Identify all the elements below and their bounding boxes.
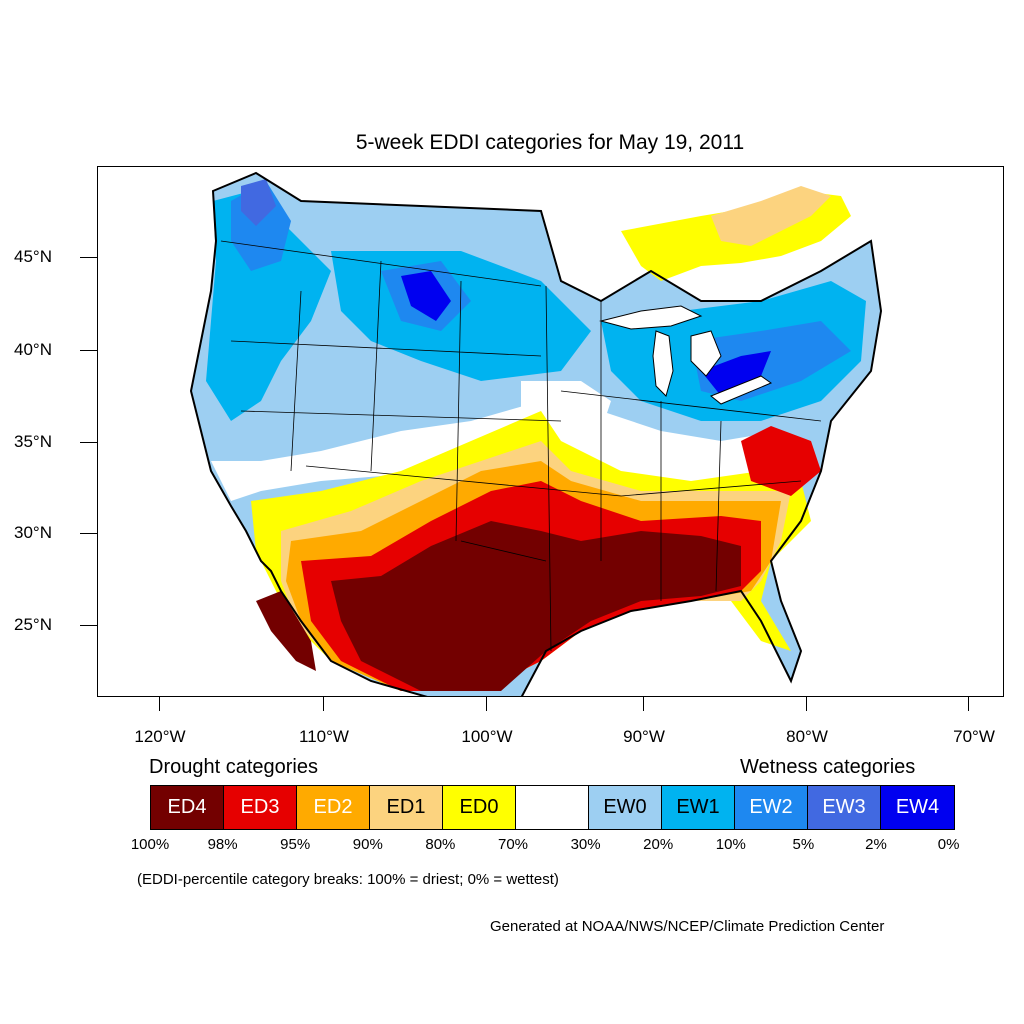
ed4-baja [256,591,316,671]
lake-michigan [652,330,674,397]
percentile-label: 90% [352,836,383,853]
lon-tick [486,697,487,711]
wetness-heading: Wetness categories [740,756,916,778]
legend-box-ew1: EW1 [662,786,735,829]
legend-box-ed1: ED1 [370,786,443,829]
lon-label-70: 70°W [953,727,995,746]
legend-box-ed2: ED2 [297,786,370,829]
state-lines [220,240,822,652]
lon-tick [806,697,807,711]
drought-heading: Drought categories [149,756,318,778]
ew4-ohio [701,351,771,396]
lat-tick [80,625,97,626]
lat-label-45: 45°N [14,247,52,266]
legend-box-ed0: ED0 [443,786,516,829]
lat-label-25: 25°N [14,615,52,634]
lat-tick [80,442,97,443]
legend-box-ew3: EW3 [808,786,881,829]
legend-box-ew4: EW4 [881,786,954,829]
credit-line: Generated at NOAA/NWS/NCEP/Climate Predi… [490,918,885,935]
us-outline [189,171,883,696]
legend-box-ed4: ED4 [151,786,224,829]
lat-tick [80,257,97,258]
percentile-label: 10% [715,836,746,853]
lon-label-100: 100°W [461,727,513,746]
lake-superior [599,305,703,330]
lat-tick [80,533,97,534]
legend-box-neutral [516,786,589,829]
percentile-label: 95% [280,836,311,853]
lat-label-30: 30°N [14,523,52,542]
map-title: 5-week EDDI categories for May 19, 2011 [355,131,745,154]
lon-tick [643,697,644,711]
lon-label-110: 110°W [299,727,349,746]
map-panel [97,166,1004,697]
ed4-area [331,521,741,691]
percentile-label: 20% [643,836,674,853]
percentile-label: 30% [570,836,601,853]
lon-label-80: 80°W [786,727,828,746]
lon-tick [968,697,969,711]
percentile-label: 100% [130,836,170,853]
percentile-label: 5% [792,836,815,853]
lat-tick [80,350,97,351]
lon-tick [323,697,324,711]
category-legend: ED4 ED3 ED2 ED1 ED0 EW0 EW1 EW2 EW3 EW4 [150,785,955,830]
legend-box-ed3: ED3 [224,786,297,829]
lat-label-40: 40°N [14,340,52,359]
ed3-virginia [741,426,821,496]
lon-label-120: 120°W [134,727,186,746]
lat-label-35: 35°N [14,432,52,451]
ew4-pacific-nw [241,179,276,226]
canada-ed1-area [711,186,831,246]
lon-label-90: 90°W [623,727,665,746]
percentile-label: 98% [207,836,238,853]
category-note: (EDDI-percentile category breaks: 100% =… [137,871,559,888]
eddi-map [189,171,883,696]
percentile-label: 70% [497,836,529,853]
legend-box-ew2: EW2 [735,786,808,829]
percentile-label: 0% [937,836,960,853]
percentile-label: 2% [865,836,887,853]
lake-erie [710,375,773,405]
percentile-label: 80% [425,836,456,853]
lake-huron [690,330,722,377]
lon-tick [159,697,160,711]
legend-box-ew0: EW0 [589,786,662,829]
ew4-idaho [401,271,451,321]
